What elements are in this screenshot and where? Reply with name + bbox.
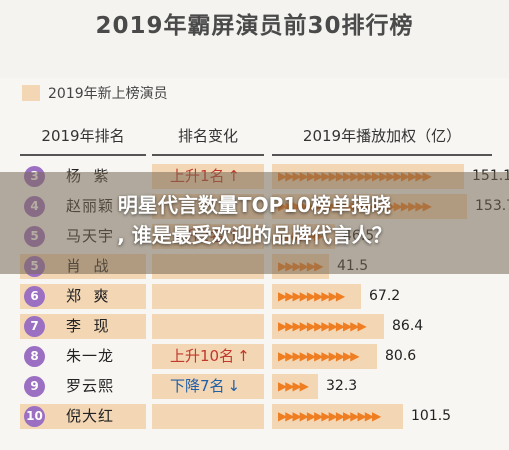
actor-name: 罗云熙 xyxy=(66,377,115,395)
header-rank: 2019年排名 xyxy=(41,127,125,145)
headline-overlay: 明星代言数量TOP10榜单揭晓 , 谁是最受欢迎的品牌代言人？ xyxy=(0,172,509,274)
rank-number-badge: 7 xyxy=(24,316,45,337)
weight-value: 32.3 xyxy=(326,378,358,394)
legend: 2019年新上榜演员 xyxy=(22,82,168,104)
table-row: 10 倪大红 ▶▶▶▶▶▶▶▶▶▶▶▶▶▶ 101.5 xyxy=(0,402,509,431)
table-row: 7 李 现 ▶▶▶▶▶▶▶▶▶▶▶▶ 86.4 xyxy=(0,312,509,341)
table-header: 2019年排名 排名变化 2019年播放加权（亿） xyxy=(0,114,509,158)
weight-value: 101.5 xyxy=(411,408,452,424)
table-row: 8 朱一龙 上升10名 ↑ ▶▶▶▶▶▶▶▶▶▶▶ 80.6 xyxy=(0,342,509,371)
rank-change-cell: 上升10名 ↑ xyxy=(152,344,264,369)
weight-cell: ▶▶▶▶▶▶▶▶▶ 67.2 xyxy=(272,284,508,309)
legend-swatch xyxy=(22,85,40,101)
rank-cell: 8 朱一龙 xyxy=(20,344,146,369)
table-row: 9 罗云熙 下降7名 ↓ ▶▶▶▶ 32.3 xyxy=(0,372,509,401)
actor-name: 李 现 xyxy=(66,317,110,335)
bar-arrow-icons: ▶▶▶▶▶▶▶▶▶▶▶▶ xyxy=(278,319,367,333)
weight-bar: ▶▶▶▶▶▶▶▶▶▶▶▶▶▶ xyxy=(272,404,403,429)
rank-change-cell xyxy=(152,314,264,339)
arrow-up-icon: ↑ xyxy=(237,347,250,365)
rank-number-badge: 6 xyxy=(24,286,45,307)
weight-bar: ▶▶▶▶▶▶▶▶▶▶▶▶ xyxy=(272,314,384,339)
header-weight: 2019年播放加权（亿） xyxy=(302,127,462,145)
legend-label: 2019年新上榜演员 xyxy=(48,86,168,102)
title-band: 2019年霸屏演员前30排行榜 xyxy=(0,0,509,78)
rank-change-text: 下降7名 xyxy=(170,377,225,395)
weight-cell: ▶▶▶▶▶▶▶▶▶▶▶ 80.6 xyxy=(272,344,508,369)
weight-cell: ▶▶▶▶▶▶▶▶▶▶▶▶▶▶ 101.5 xyxy=(272,404,508,429)
rank-number-badge: 8 xyxy=(24,346,45,367)
rank-cell: 7 李 现 xyxy=(20,314,146,339)
bar-arrow-icons: ▶▶▶▶ xyxy=(278,379,309,393)
header-underline-rank xyxy=(20,154,146,156)
chart-title: 2019年霸屏演员前30排行榜 xyxy=(95,13,414,39)
table-row: 6 郑 爽 ▶▶▶▶▶▶▶▶▶ 67.2 xyxy=(0,282,509,311)
actor-name: 郑 爽 xyxy=(66,287,110,305)
rank-change-text: 上升10名 xyxy=(170,347,235,365)
rank-number-badge: 9 xyxy=(24,376,45,397)
actor-name: 倪大红 xyxy=(66,407,115,425)
rank-cell: 6 郑 爽 xyxy=(20,284,146,309)
weight-value: 80.6 xyxy=(385,348,417,364)
weight-bar: ▶▶▶▶▶▶▶▶▶ xyxy=(272,284,361,309)
rank-cell: 9 罗云熙 xyxy=(20,374,146,399)
actor-name: 朱一龙 xyxy=(66,347,115,365)
weight-value: 86.4 xyxy=(392,318,424,334)
overlay-line-1: 明星代言数量TOP10榜单揭晓 xyxy=(117,193,392,217)
weight-bar: ▶▶▶▶▶▶▶▶▶▶▶ xyxy=(272,344,377,369)
weight-cell: ▶▶▶▶ 32.3 xyxy=(272,374,508,399)
rank-number-badge: 10 xyxy=(24,406,45,427)
overlay-line-2: , 谁是最受欢迎的品牌代言人？ xyxy=(117,223,392,247)
bar-arrow-icons: ▶▶▶▶▶▶▶▶▶▶▶ xyxy=(278,349,360,363)
weight-value: 67.2 xyxy=(369,288,401,304)
rank-change-cell: 下降7名 ↓ xyxy=(152,374,264,399)
rank-change-cell xyxy=(152,404,264,429)
weight-cell: ▶▶▶▶▶▶▶▶▶▶▶▶ 86.4 xyxy=(272,314,508,339)
header-underline-weight xyxy=(272,154,492,156)
arrow-down-icon: ↓ xyxy=(227,377,241,395)
rank-change-cell xyxy=(152,284,264,309)
header-change: 排名变化 xyxy=(177,127,238,145)
weight-bar: ▶▶▶▶ xyxy=(272,374,318,399)
rank-cell: 10 倪大红 xyxy=(20,404,146,429)
header-underline-change xyxy=(152,154,264,156)
bar-arrow-icons: ▶▶▶▶▶▶▶▶▶▶▶▶▶▶ xyxy=(278,409,381,423)
bar-arrow-icons: ▶▶▶▶▶▶▶▶▶ xyxy=(278,289,345,303)
